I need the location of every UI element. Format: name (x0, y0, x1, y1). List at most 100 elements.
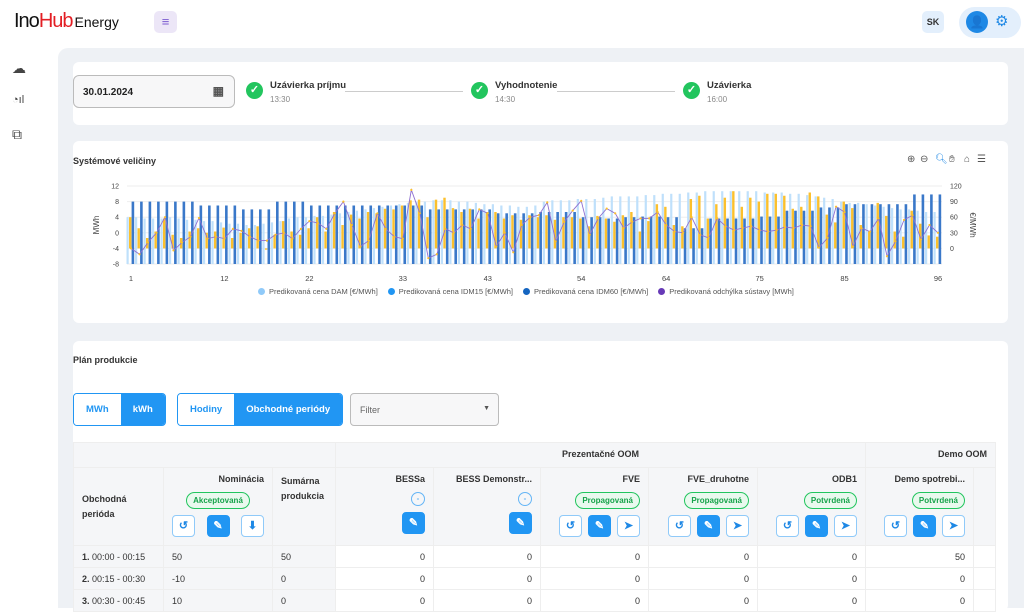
bar-dam (415, 201, 418, 264)
bar-idm15 (936, 236, 939, 249)
point-deviation (571, 209, 574, 212)
bar-idm60 (564, 212, 568, 264)
value-cell[interactable]: 0 (433, 589, 541, 612)
value-cell[interactable]: 0 (865, 567, 974, 590)
value-cell[interactable]: 0 (433, 545, 541, 568)
pan-hand-icon[interactable]: ✋︎ (949, 154, 955, 165)
bar-idm60 (904, 204, 908, 264)
value-cell[interactable]: 0 (433, 567, 541, 590)
sidebar-item-network[interactable]: ☁ (12, 60, 26, 77)
bar-idm60 (921, 194, 925, 264)
send-button[interactable]: ➤ (834, 515, 857, 537)
bar-idm15 (587, 226, 591, 249)
value-cell[interactable]: 0 (648, 567, 758, 590)
avatar-icon[interactable]: 👤 (966, 11, 988, 33)
value-cell[interactable]: 0 (757, 567, 866, 590)
bar-idm15 (757, 201, 761, 249)
sidebar-item-analytics[interactable]: ◔ıl (12, 94, 24, 106)
value-cell[interactable]: 0 (865, 589, 974, 612)
edit-button[interactable]: ✎ (697, 515, 720, 537)
edit-button[interactable]: ✎ (206, 515, 230, 537)
bar-idm60 (896, 204, 899, 264)
hours-button[interactable]: Hodiny (178, 394, 235, 425)
filter-select[interactable]: Filter ▼ (350, 393, 499, 426)
x-tick: 96 (934, 274, 942, 283)
bar-idm60 (233, 205, 237, 264)
unit-mwh-button[interactable]: MWh (74, 394, 121, 425)
history-button[interactable]: ↺ (776, 515, 799, 537)
zoom-in-icon[interactable]: ⊕ (907, 154, 916, 165)
history-button[interactable]: ↺ (884, 515, 907, 537)
point-deviation (936, 231, 940, 234)
bar-idm15 (477, 218, 480, 249)
check-icon: ✓ (471, 82, 488, 99)
point-deviation (435, 253, 438, 256)
bar-idm15 (451, 208, 455, 249)
bar-dam (755, 191, 758, 264)
nomination-cell[interactable]: -10 (163, 567, 273, 590)
bar-idm15 (630, 212, 633, 249)
bar-dam (831, 199, 834, 264)
nomination-cell[interactable]: 50 (163, 545, 273, 568)
history-button[interactable]: ↺ (668, 515, 691, 537)
history-button[interactable]: ↺ (172, 515, 195, 537)
legend-item[interactable]: Predikovaná odchýlka sústavy [MWh] (658, 287, 794, 296)
value-cell[interactable]: 0 (540, 589, 649, 612)
bar-dam (449, 200, 452, 264)
send-button[interactable]: ➤ (726, 515, 749, 537)
value-cell[interactable]: 0 (335, 567, 434, 590)
value-cell[interactable]: 0 (757, 545, 866, 568)
value-cell[interactable]: 0 (757, 589, 866, 612)
menu-toggle-button[interactable]: ≡ (154, 11, 177, 33)
zoom-out-icon[interactable]: ⊖ (920, 154, 929, 165)
col-device: FVE_druhotne Propagovaná ↺ ✎ ➤ (648, 467, 758, 546)
send-button[interactable]: ➤ (942, 515, 965, 537)
bar-dam (398, 204, 401, 264)
gear-icon[interactable]: ⚙ (995, 13, 1009, 30)
edit-button[interactable]: ✎ (805, 515, 828, 537)
send-button[interactable]: ➤ (617, 515, 640, 537)
edit-button[interactable]: ✎ (913, 515, 936, 537)
chart-menu-icon[interactable]: ☰ (977, 154, 986, 165)
calendar-icon[interactable]: ▦ (212, 84, 224, 98)
bar-idm15 (893, 231, 896, 249)
edit-button[interactable]: ✎ (402, 512, 425, 534)
legend-item[interactable]: Predikovaná cena DAM [€/MWh] (258, 287, 378, 296)
bar-dam (347, 212, 350, 264)
value-cell[interactable]: 0 (335, 545, 434, 568)
point-deviation (622, 227, 625, 230)
zoom-select-icon[interactable]: 🔍︎ (935, 154, 948, 165)
value-cell[interactable]: 0 (335, 589, 434, 612)
point-deviation (469, 227, 472, 230)
edit-button[interactable]: ✎ (509, 512, 532, 534)
value-cell[interactable]: 50 (865, 545, 974, 568)
y-tick-right: 90 (950, 199, 958, 206)
nomination-cell[interactable]: 10 (163, 589, 273, 612)
download-button[interactable]: ⬇ (241, 515, 264, 537)
date-picker[interactable]: 30.01.2024 ▦ (73, 75, 235, 108)
value-cell[interactable]: 0 (540, 545, 649, 568)
edit-button[interactable]: ✎ (588, 515, 611, 537)
point-deviation (919, 238, 923, 241)
bar-idm15 (409, 200, 412, 249)
home-reset-icon[interactable]: ⌂ (964, 154, 971, 165)
value-cell[interactable]: 0 (540, 567, 649, 590)
language-button[interactable]: SK (922, 11, 944, 33)
trading-periods-button[interactable]: Obchodné periódy (234, 394, 343, 425)
value-cell[interactable]: 0 (648, 589, 758, 612)
bar-idm15 (851, 208, 854, 249)
date-value: 30.01.2024 (83, 87, 134, 98)
legend-item[interactable]: Predikovaná cena IDM60 [€/MWh] (523, 287, 648, 296)
point-deviation (172, 249, 175, 252)
col-extra (973, 467, 996, 546)
sidebar-item-documents[interactable]: ⧉ (12, 126, 22, 143)
col-nomination: Nominácia Akceptovaná ↺ ✎ ⬇ (163, 467, 273, 546)
bar-idm15 (247, 228, 251, 249)
point-deviation (418, 212, 421, 215)
history-button[interactable]: ↺ (559, 515, 582, 537)
legend-item[interactable]: Predikovaná cena IDM15 [€/MWh] (387, 287, 513, 296)
unit-kwh-button[interactable]: kWh (120, 394, 165, 425)
value-cell (973, 567, 996, 590)
value-cell[interactable]: 0 (648, 545, 758, 568)
point-deviation (461, 223, 464, 227)
